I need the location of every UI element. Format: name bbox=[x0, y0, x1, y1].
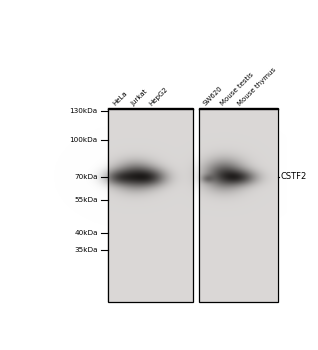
Text: 35kDa: 35kDa bbox=[74, 246, 98, 252]
Bar bbox=[199, 108, 278, 302]
Text: Mouse testis: Mouse testis bbox=[219, 71, 254, 107]
Text: Mouse thymus: Mouse thymus bbox=[236, 66, 277, 107]
Text: 100kDa: 100kDa bbox=[70, 137, 98, 144]
Text: HepG2: HepG2 bbox=[148, 86, 169, 107]
Text: HeLa: HeLa bbox=[112, 90, 128, 107]
Text: 40kDa: 40kDa bbox=[74, 230, 98, 236]
Text: 130kDa: 130kDa bbox=[70, 108, 98, 114]
Text: Jurkat: Jurkat bbox=[130, 88, 149, 107]
Text: 55kDa: 55kDa bbox=[74, 197, 98, 203]
Text: 70kDa: 70kDa bbox=[74, 174, 98, 180]
Bar bbox=[107, 108, 192, 302]
Text: SW620: SW620 bbox=[202, 85, 224, 107]
Text: CSTF2: CSTF2 bbox=[280, 172, 306, 181]
